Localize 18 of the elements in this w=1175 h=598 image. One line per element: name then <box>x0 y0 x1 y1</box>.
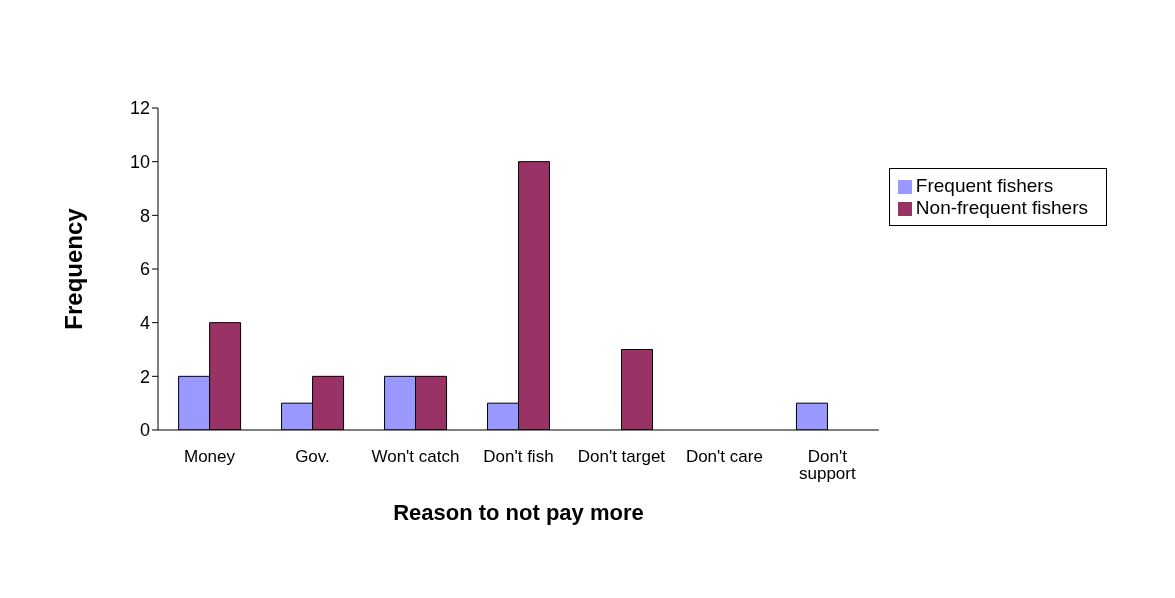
x-tick-label: Won't catch <box>371 447 460 467</box>
y-tick-label: 4 <box>139 313 150 334</box>
x-tick-label: Don't care <box>685 447 763 467</box>
x-tick-label: Money <box>183 447 236 467</box>
y-tick-label: 0 <box>139 420 150 441</box>
y-tick-label: 8 <box>139 205 150 226</box>
x-axis-title: Reason to not pay more <box>393 500 644 525</box>
x-tick-label: Don't target <box>577 447 666 467</box>
y-tick-label: 6 <box>139 259 150 280</box>
y-tick-label: 10 <box>129 152 150 173</box>
legend-label: Non-frequent fishers <box>915 197 1088 218</box>
y-tick-label: 2 <box>139 366 150 387</box>
x-tick-label: Don't fish <box>483 447 554 467</box>
y-tick-label: 12 <box>129 98 150 119</box>
y-axis-title: Frequency <box>59 207 87 330</box>
x-tick-label: Gov. <box>295 447 330 467</box>
legend-label: Frequent fishers <box>915 175 1054 196</box>
x-tick-label: Don't support <box>799 447 856 484</box>
